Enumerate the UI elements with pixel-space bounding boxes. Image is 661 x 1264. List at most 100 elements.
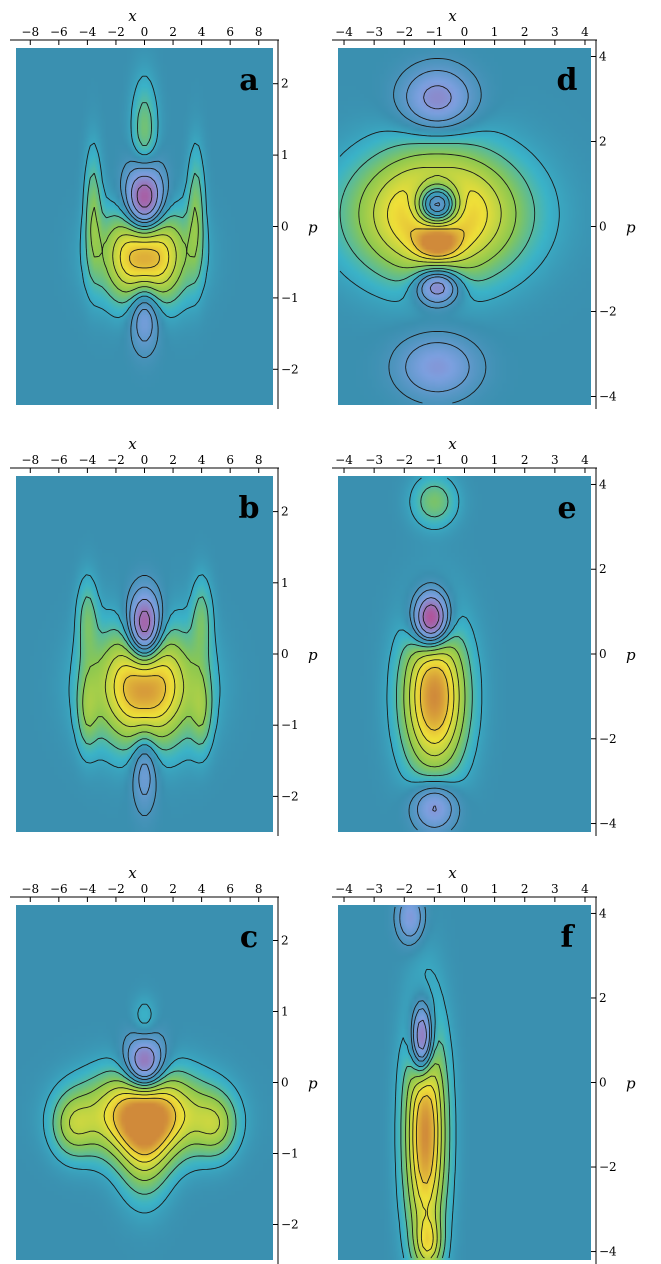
x-tick-label-e: −4 (335, 453, 353, 467)
y-tick-label-a: 2 (281, 77, 289, 91)
contour-line-e (422, 604, 440, 629)
contour-line-d (410, 228, 465, 257)
x-tick-label-c: 6 (226, 882, 234, 896)
panel-f: −4 −3 −2 −1 0 1 2 3 4 x −4 −2 0 2 4 p f (332, 864, 636, 1264)
heatmap-e (338, 476, 591, 832)
panel-d: −4 −3 −2 −1 0 1 2 3 4 x −4 −2 0 2 4 p d (332, 7, 636, 409)
y-tick-label-f: −4 (599, 1245, 617, 1259)
y-tick-label-f: −2 (599, 1160, 617, 1174)
y-tick-label-e: 2 (599, 562, 607, 576)
contour-line-a (112, 234, 177, 285)
panel-letter-f: f (561, 920, 576, 955)
x-axis-label-d: x (448, 7, 457, 25)
contour-line-f (393, 906, 433, 1062)
contour-line-b (68, 574, 221, 769)
panel-e: −4 −3 −2 −1 0 1 2 3 4 x −4 −2 0 2 4 p e (332, 435, 636, 836)
x-tick-label-e: 3 (551, 453, 559, 467)
x-tick-label-a: −8 (21, 25, 39, 39)
contour-line-b (125, 575, 164, 817)
x-tick-label-a: −2 (107, 25, 125, 39)
x-tick-label-d: 1 (491, 25, 499, 39)
y-tick-label-a: 1 (281, 148, 289, 162)
x-tick-label-d: 2 (521, 25, 529, 39)
heatmap-b (16, 476, 273, 832)
y-tick-label-b: 0 (281, 647, 289, 661)
x-axis-label-b: x (128, 435, 137, 453)
x-tick-label-b: −8 (21, 453, 39, 467)
y-tick-label-f: 0 (599, 1076, 607, 1090)
contour-line-d (387, 190, 488, 260)
contour-line-c (69, 1087, 220, 1171)
contour-line-a (119, 241, 170, 277)
contour-line-b (133, 599, 156, 641)
contour-line-c (122, 1032, 167, 1080)
contour-line-f (415, 1095, 435, 1184)
x-tick-label-f: −4 (335, 882, 353, 896)
contour-line-d (388, 58, 487, 404)
contour-line-e (418, 597, 444, 812)
x-tick-label-d: 4 (581, 25, 589, 39)
contour-line-e (403, 646, 466, 768)
y-tick-label-d: −2 (599, 305, 617, 319)
x-tick-label-c: −2 (107, 882, 125, 896)
x-tick-label-f: 0 (461, 882, 469, 896)
x-tick-label-c: 4 (198, 882, 206, 896)
x-tick-label-d: −2 (395, 25, 413, 39)
y-tick-label-b: −2 (281, 789, 299, 803)
x-tick-label-e: 1 (491, 453, 499, 467)
x-tick-label-c: −8 (21, 882, 39, 896)
y-axis-label-c: p (308, 1075, 318, 1093)
x-tick-label-b: 4 (198, 453, 206, 467)
contour-line-e (386, 477, 483, 783)
panel-letter-b: b (239, 491, 260, 526)
contour-line-d (405, 70, 470, 393)
x-axis-label-c: x (128, 864, 137, 882)
x-tick-label-b: −6 (50, 453, 68, 467)
contour-line-f (412, 1085, 439, 1252)
contour-line-d (373, 166, 502, 263)
x-tick-label-c: 2 (169, 882, 177, 896)
contour-line-a (79, 75, 210, 319)
x-tick-label-d: 0 (461, 25, 469, 39)
y-tick-label-f: 4 (599, 906, 607, 920)
x-tick-label-c: −6 (50, 882, 68, 896)
y-tick-label-c: −2 (281, 1218, 299, 1232)
y-tick-label-a: −1 (281, 291, 299, 305)
x-tick-label-b: 0 (141, 453, 149, 467)
contour-line-c (134, 1046, 155, 1072)
contour-line-a (90, 206, 199, 293)
y-axis-label-b: p (308, 646, 318, 664)
contour-line-c (103, 1092, 186, 1163)
contour-line-d (358, 153, 517, 269)
contour-line-a (130, 175, 159, 215)
contour-line-d (423, 85, 452, 295)
x-tick-label-b: 8 (255, 453, 263, 467)
x-tick-label-a: 4 (198, 25, 206, 39)
x-tick-label-a: 6 (226, 25, 234, 39)
x-tick-label-e: −2 (395, 453, 413, 467)
y-tick-label-a: −2 (281, 362, 299, 376)
y-axis-label-a: p (308, 219, 318, 237)
panel-letter-d: d (557, 63, 578, 98)
x-tick-label-e: 2 (521, 453, 529, 467)
y-tick-label-c: 0 (281, 1076, 289, 1090)
x-tick-label-d: −1 (426, 25, 444, 39)
x-tick-label-a: 2 (169, 25, 177, 39)
contour-line-e (414, 659, 455, 744)
contour-line-d (339, 130, 560, 303)
contour-line-c (52, 1070, 237, 1195)
contour-line-f (394, 968, 457, 1259)
panel-letter-e: e (557, 491, 576, 526)
x-tick-label-f: 2 (521, 882, 529, 896)
x-tick-label-d: −3 (365, 25, 383, 39)
contour-line-b (113, 665, 176, 719)
x-tick-label-f: −3 (365, 882, 383, 896)
y-tick-label-a: 0 (281, 220, 289, 234)
y-tick-label-e: 4 (599, 477, 607, 491)
contour-line-f (408, 1075, 442, 1259)
x-tick-label-f: 3 (551, 882, 559, 896)
y-tick-label-e: −4 (599, 817, 617, 831)
x-tick-label-f: 1 (491, 882, 499, 896)
